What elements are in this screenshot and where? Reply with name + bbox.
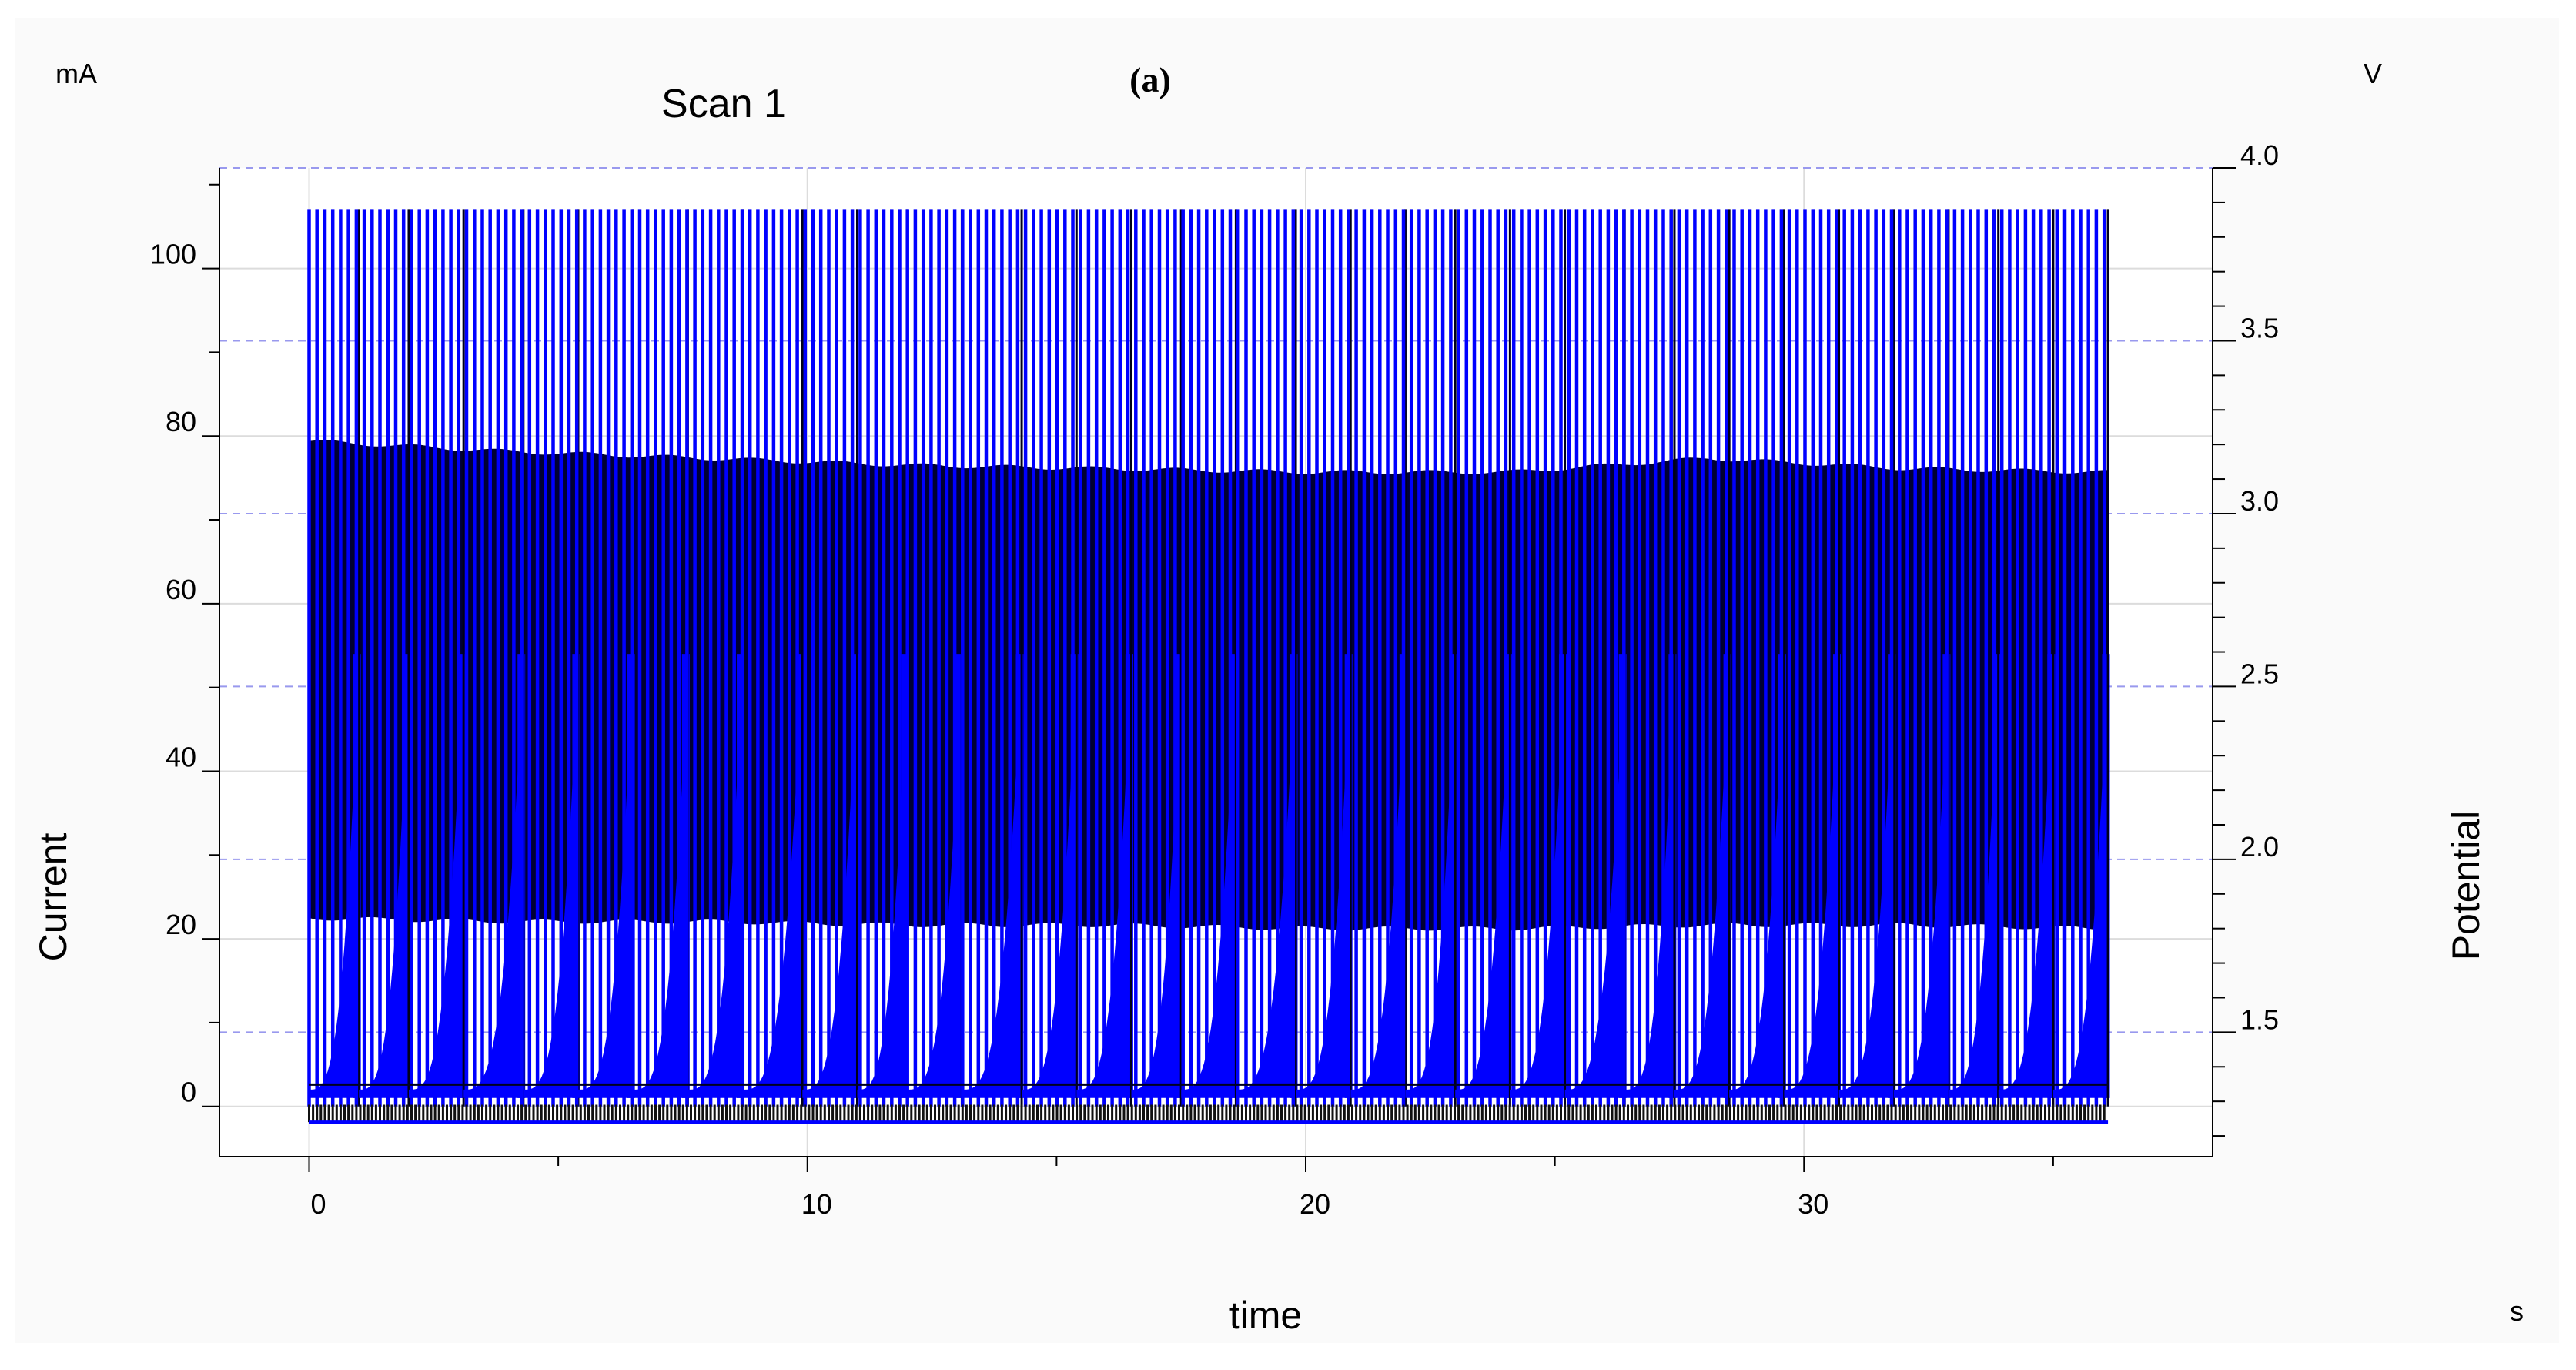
current-ramp [1674, 654, 1730, 1098]
y2-unit-label: V [2364, 58, 2382, 89]
current-ramp [1350, 654, 1406, 1098]
y-tick-label: 100 [150, 239, 196, 270]
current-ramp [1076, 654, 1132, 1098]
current-ramp [633, 654, 688, 1098]
x-tick-label: 20 [1300, 1188, 1330, 1220]
x-unit-label: s [2510, 1295, 2524, 1327]
y-tick-label: 60 [166, 574, 196, 605]
current-ramp [742, 654, 803, 1098]
y-axis-label: Current [32, 833, 75, 962]
current-ramp [1729, 654, 1785, 1098]
current-ramp [1022, 654, 1077, 1098]
y2-axis-label: Potential [2444, 811, 2487, 961]
x-tick-label: 30 [1798, 1188, 1828, 1220]
panel-label: (a) [1129, 60, 1171, 99]
x-tick-label: 10 [801, 1188, 832, 1220]
potential-floor [308, 1104, 2106, 1123]
y2-tick-label: 3.0 [2240, 485, 2279, 517]
y2-tick-label: 1.5 [2240, 1003, 2279, 1035]
current-ramp [1784, 654, 1839, 1098]
y-unit-label: mA [55, 58, 97, 89]
data-layer [307, 209, 2110, 1124]
current-ramp [962, 654, 1022, 1098]
y2-tick-label: 2.5 [2240, 658, 2279, 689]
current-ramp [1893, 654, 1949, 1098]
current-ramp [1510, 654, 1565, 1098]
current-ramp [2052, 654, 2109, 1098]
current-pulses [307, 209, 2106, 1107]
y-tick-label: 80 [166, 406, 196, 437]
current-ramp [578, 654, 634, 1098]
current-ramp [523, 654, 578, 1098]
y2-tick-label: 2.0 [2240, 831, 2279, 863]
current-ramp [1296, 654, 1351, 1098]
y2-tick-label: 4.0 [2240, 139, 2279, 171]
current-ramp [1236, 654, 1296, 1098]
y-tick-label: 20 [166, 909, 196, 940]
x-axis-label: time [1229, 1294, 1302, 1337]
current-ramp [687, 654, 743, 1098]
axis-layer: 0 20 40 60 80 100 0 10 20 30 1.5 2.0 2.5 3.0 3.5 4.0 [150, 139, 2279, 1220]
current-ramp [857, 654, 908, 1098]
x-tick-label: 0 [310, 1188, 326, 1220]
current-ramp [309, 654, 360, 1098]
y2-tick-label: 3.5 [2240, 312, 2279, 343]
y-tick-label: 0 [181, 1077, 196, 1108]
chart-title: Scan 1 [661, 82, 786, 126]
current-ramp [1838, 654, 1894, 1098]
y-tick-label: 40 [166, 741, 196, 772]
current-ramp [463, 654, 524, 1098]
